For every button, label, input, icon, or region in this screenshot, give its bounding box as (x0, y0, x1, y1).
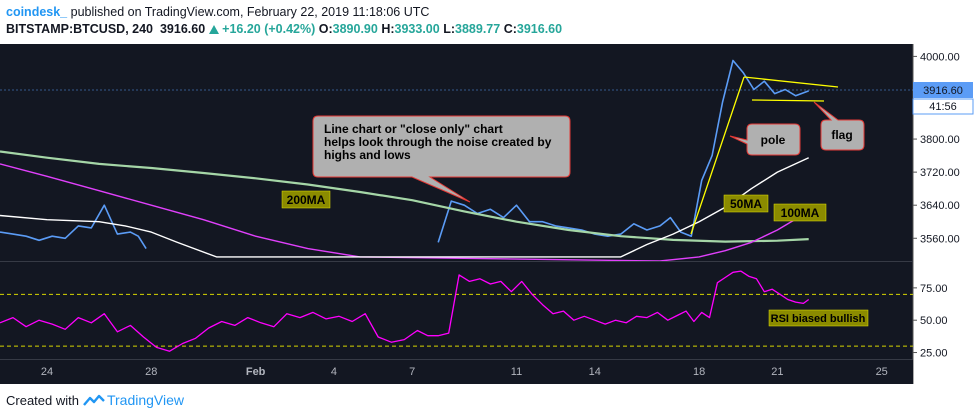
callout-line: highs and lows (324, 148, 411, 162)
y-tick-label: 3560.00 (920, 233, 960, 245)
callout-line: Line chart or "close only" chart (324, 122, 503, 136)
last-price-tag (913, 82, 973, 98)
callout-text: Line chart or "close only" chart helps lo… (324, 122, 552, 162)
countdown-value: 41:56 (929, 101, 957, 113)
x-tick-label: 24 (41, 366, 53, 378)
rsi-tick-label: 50.00 (920, 315, 948, 327)
ma200-badge-bg (281, 190, 331, 209)
countdown-tag (912, 98, 974, 115)
ma100-label: 100MA (781, 206, 820, 220)
footer: Created with TradingView (6, 392, 184, 408)
callout-line: helps look through the noise created by (324, 135, 552, 149)
callout-bubble (312, 115, 571, 203)
callout-annotation[interactable]: Line chart or "close only" chart helps lo… (312, 115, 571, 203)
flag-upper-line (743, 76, 839, 88)
tradingview-logo-icon (83, 394, 105, 406)
up-arrow-icon (209, 25, 220, 34)
high-value: 3933.00 (394, 22, 440, 36)
symbol-label[interactable]: BITSTAMP:BTCUSD, 240 (6, 22, 154, 36)
y-tick-label: 3720.00 (920, 167, 960, 179)
rsi-note-label: RSI biased bullish (771, 313, 866, 325)
price-chart[interactable]: 3916.60 41:56 Line chart or "close only"… (0, 44, 975, 384)
ma100-badge: 100MA (773, 203, 827, 222)
x-tick-label: 11 (511, 366, 522, 378)
ma50-label: 50MA (730, 197, 762, 211)
x-tick-label: 14 (589, 366, 601, 378)
price-change: +16.20 (+0.42%) (222, 22, 316, 36)
ma100-badge-bg (773, 203, 827, 222)
x-tick-label: 21 (771, 366, 783, 378)
axes: 3560.00 3640.00 3720.00 3800.00 4000.00 25.00… (41, 51, 960, 378)
x-tick-label: 25 (876, 366, 888, 378)
price-line-1 (437, 59, 809, 243)
pattern-drawing (690, 76, 839, 235)
200ma-line (0, 150, 809, 243)
close-value: 3916.60 (516, 22, 563, 36)
ma50-badge-bg (723, 194, 769, 213)
ma200-label: 200MA (287, 193, 326, 207)
high-label: H: (381, 22, 395, 36)
x-tick-label: 7 (409, 366, 415, 378)
quote-line: BITSTAMP:BTCUSD, 240 3916.60 +16.20 (+0.4… (6, 22, 562, 36)
x-tick-label: Feb (246, 366, 266, 378)
price-line-0 (0, 204, 147, 250)
y-tick-label: 3800.00 (920, 134, 960, 146)
open-value: 3890.90 (332, 22, 378, 36)
rsi-tick-label: 75.00 (920, 283, 948, 295)
created-with-text: Created with (6, 393, 79, 408)
price-pane (0, 59, 810, 261)
low-value: 3889.77 (455, 22, 501, 36)
ma200-badge: 200MA (281, 190, 331, 209)
rsi-pane (0, 270, 913, 352)
publish-line: coindesk_ published on TradingView.com, … (6, 5, 429, 19)
y-tick-label: 3640.00 (920, 200, 960, 212)
rsi-tick-label: 25.00 (920, 348, 948, 360)
flag-bubble (813, 101, 865, 151)
time-axis-background (0, 360, 913, 384)
pole-annotation[interactable]: pole (729, 123, 801, 156)
pole-label: pole (761, 133, 786, 147)
pole-line (690, 76, 745, 235)
x-tick-label: 18 (693, 366, 705, 378)
flag-annotation[interactable]: flag (813, 101, 865, 151)
ma50-badge: 50MA (723, 194, 769, 213)
last-price-tag-value: 3916.60 (923, 85, 963, 97)
close-label: C: (503, 22, 517, 36)
pole-bubble (729, 123, 801, 156)
last-price: 3916.60 (159, 22, 206, 36)
brand-name[interactable]: coindesk_ (6, 5, 68, 19)
open-label: O: (318, 22, 333, 36)
rsi-note-bg (768, 309, 869, 327)
x-tick-label: 4 (331, 366, 337, 378)
low-label: L: (443, 22, 456, 36)
rsi-note-badge: RSI biased bullish (768, 309, 869, 327)
flag-label: flag (831, 128, 852, 142)
flag-lower-line (751, 99, 825, 102)
y-tick-label: 4000.00 (920, 51, 960, 63)
100ma-line (0, 163, 810, 261)
published-text: published on TradingView.com, February 2… (70, 5, 430, 19)
x-tick-label: 28 (145, 366, 157, 378)
rsi-line (0, 270, 810, 352)
tradingview-text[interactable]: TradingView (106, 392, 185, 408)
